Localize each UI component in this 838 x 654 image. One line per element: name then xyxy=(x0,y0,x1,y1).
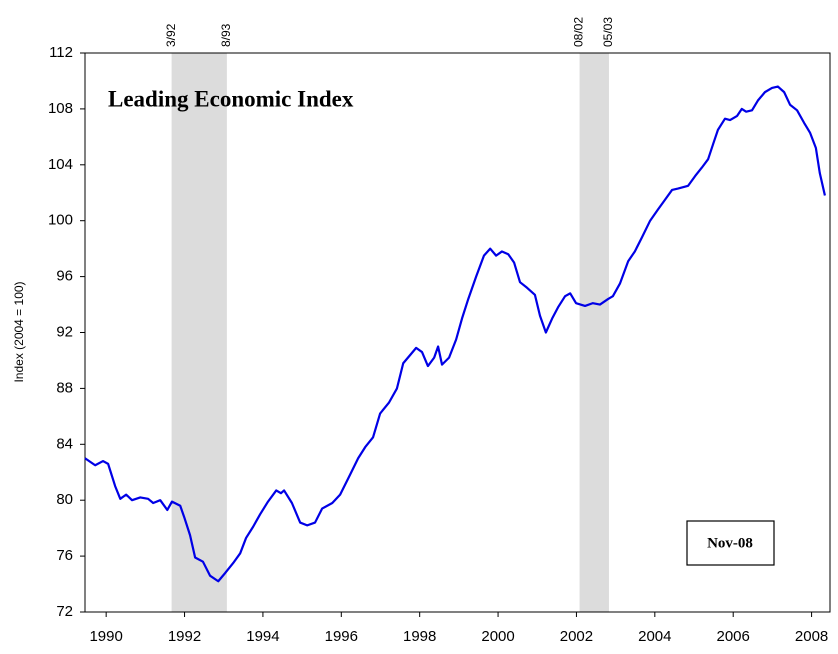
period-label: 05/03 xyxy=(601,17,615,47)
period-label: 08/02 xyxy=(572,17,586,47)
x-tick-label: 1998 xyxy=(403,628,436,645)
y-tick-label: 92 xyxy=(56,323,73,340)
y-tick-label: 80 xyxy=(56,491,73,508)
y-tick-label: 108 xyxy=(48,100,73,117)
x-tick-label: 1990 xyxy=(89,628,122,645)
x-tick-label: 2006 xyxy=(717,628,750,645)
period-label: 8/93 xyxy=(219,23,233,47)
y-tick-label: 76 xyxy=(56,547,73,564)
data-line xyxy=(84,85,826,583)
y-tick-label: 100 xyxy=(48,212,73,229)
x-tick-label: 2008 xyxy=(795,628,828,645)
x-tick-label: 1992 xyxy=(168,628,201,645)
y-tick-label: 104 xyxy=(48,156,73,173)
chart-title: Leading Economic Index xyxy=(108,86,354,111)
x-tick-label: 2000 xyxy=(481,628,514,645)
y-tick-label: 72 xyxy=(56,603,73,620)
recession-shade xyxy=(171,53,227,612)
x-tick-label: 2002 xyxy=(560,628,593,645)
recession-shade xyxy=(579,53,609,612)
y-axis-label: Index (2004 = 100) xyxy=(12,281,26,382)
x-tick-label: 1994 xyxy=(246,628,279,645)
x-tick-label: 2004 xyxy=(638,628,671,645)
y-tick-label: 96 xyxy=(56,268,73,285)
period-label: 3/92 xyxy=(164,23,178,47)
x-tick-label: 1996 xyxy=(325,628,358,645)
y-tick-label: 112 xyxy=(49,44,73,61)
y-tick-label: 84 xyxy=(56,435,73,452)
y-tick-label: 88 xyxy=(56,379,73,396)
annotation-box xyxy=(686,520,775,566)
annotation: Nov-08 xyxy=(707,535,753,551)
